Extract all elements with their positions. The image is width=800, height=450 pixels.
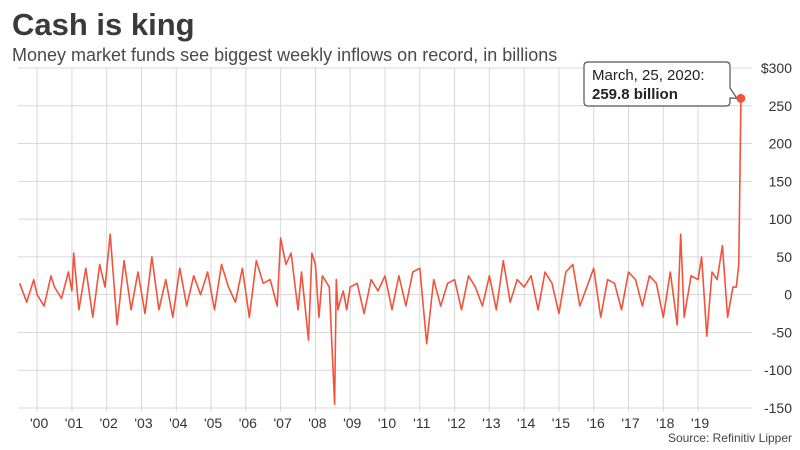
x-tick-label: '05: [204, 415, 222, 431]
y-tick-label: 150: [769, 173, 793, 189]
x-axis-ticks: '00 '01 '02 '03 '04 '05 '06 '07 '08 '09 '10 '11 '12 '…: [30, 415, 709, 431]
x-tick-label: '08: [308, 415, 326, 431]
x-tick-label: '06: [239, 415, 257, 431]
y-tick-label: $300: [761, 60, 792, 76]
x-tick-label: '12: [447, 415, 465, 431]
x-tick-label: '16: [587, 415, 605, 431]
grid-layer: [18, 67, 752, 412]
x-tick-label: '01: [65, 415, 83, 431]
y-tick-label: 100: [769, 211, 793, 227]
y-tick-label: 250: [769, 98, 793, 114]
peak-marker: [736, 93, 746, 103]
chart-subtitle: Money market funds see biggest weekly in…: [12, 45, 557, 65]
y-tick-label: 50: [776, 249, 792, 265]
annotation-callout: [583, 61, 739, 107]
series-line: [18, 98, 742, 406]
chart-title: Cash is king: [12, 7, 195, 42]
y-tick-label: -100: [764, 362, 792, 378]
y-tick-label: 0: [784, 287, 792, 303]
x-tick-label: '10: [378, 415, 396, 431]
annotation-layer: March, 25, 2020: 259.8 billion: [583, 61, 746, 107]
x-tick-label: '14: [517, 415, 535, 431]
x-tick-label: '09: [343, 415, 361, 431]
x-tick-label: '17: [621, 415, 639, 431]
annotation-date: March, 25, 2020:: [592, 67, 705, 84]
x-tick-label: '04: [169, 415, 187, 431]
y-axis-ticks: $300 250 200 150 100 50 0 -50 -100 -150: [761, 60, 792, 416]
x-tick-label: '13: [482, 415, 500, 431]
x-tick-label: '07: [274, 415, 292, 431]
y-tick-label: 200: [769, 136, 793, 152]
x-tick-label: '15: [552, 415, 570, 431]
x-tick-label: '19: [691, 415, 709, 431]
x-tick-label: '18: [656, 415, 674, 431]
y-tick-label: -150: [764, 400, 792, 416]
y-tick-label: -50: [772, 324, 792, 340]
series-layer: [18, 98, 742, 406]
annotation-value: 259.8 billion: [592, 86, 678, 103]
x-tick-label: '00: [30, 415, 48, 431]
x-tick-label: '02: [100, 415, 118, 431]
x-tick-label: '11: [413, 415, 430, 431]
source-note: Source: Refinitiv Lipper: [668, 431, 792, 445]
x-tick-label: '03: [134, 415, 152, 431]
